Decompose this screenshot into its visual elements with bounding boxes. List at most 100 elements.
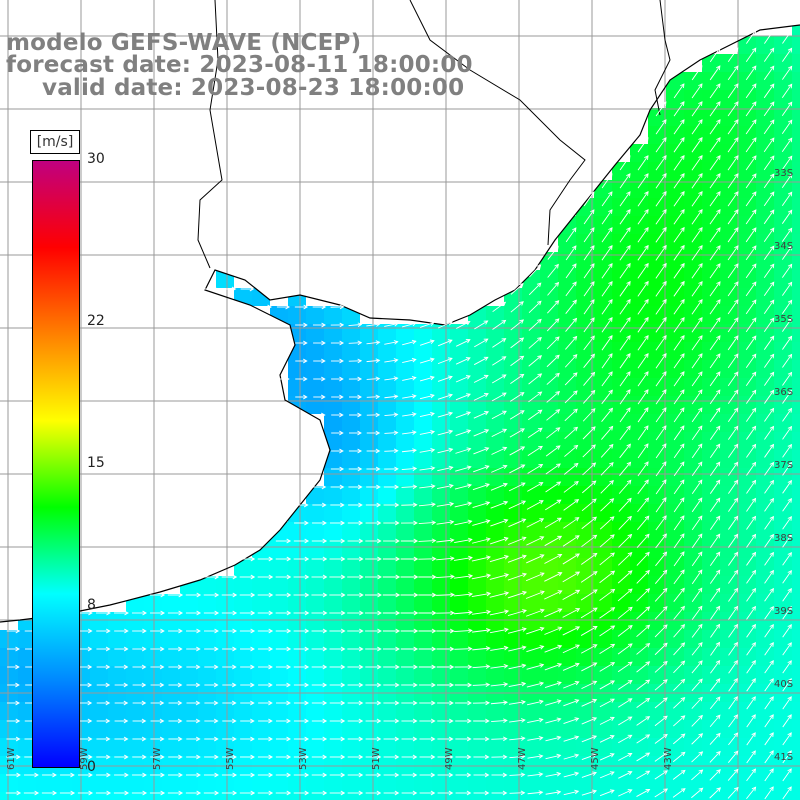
speed-cell — [468, 666, 486, 684]
speed-cell — [666, 234, 684, 252]
wind-arrow — [727, 389, 739, 405]
wind-arrow — [562, 589, 581, 601]
wind-arrow — [132, 718, 147, 724]
speed-cell — [324, 324, 342, 342]
speed-cell — [504, 576, 522, 594]
speed-cell — [450, 486, 468, 504]
speed-cell — [540, 540, 558, 558]
wind-arrow — [419, 448, 436, 453]
speed-cell — [90, 630, 108, 648]
wind-arrow — [600, 498, 615, 512]
wind-arrow — [507, 627, 527, 634]
wind-arrow — [436, 628, 455, 634]
speed-cell — [576, 666, 594, 684]
speed-cell — [774, 522, 792, 540]
wind-arrow — [491, 718, 508, 723]
wind-arrow — [78, 610, 93, 616]
speed-cell — [306, 666, 324, 684]
wind-arrow — [636, 734, 651, 744]
speed-cell — [774, 468, 792, 486]
wind-arrow — [728, 533, 739, 548]
wind-arrow — [746, 569, 757, 584]
wind-arrow — [383, 484, 400, 490]
wind-arrow — [6, 646, 20, 652]
speed-cell — [774, 612, 792, 630]
speed-cell — [756, 486, 774, 504]
speed-cell — [756, 666, 774, 684]
wind-arrow — [655, 533, 667, 549]
speed-cell — [666, 666, 684, 684]
speed-cell — [720, 90, 738, 108]
speed-cell — [756, 126, 774, 144]
speed-cell — [324, 342, 342, 360]
wind-arrow — [782, 515, 792, 530]
wind-arrow — [419, 339, 435, 346]
speed-cell — [630, 756, 648, 774]
speed-cell — [630, 234, 648, 252]
wind-arrow — [672, 788, 686, 798]
wind-arrow — [330, 484, 345, 490]
wind-arrow — [727, 227, 739, 243]
speed-cell — [684, 72, 702, 90]
wind-arrow — [491, 392, 507, 402]
wind-arrow — [382, 610, 401, 616]
speed-cell — [756, 270, 774, 288]
wind-arrow — [673, 137, 685, 153]
wind-arrow — [763, 209, 775, 225]
wind-arrow — [727, 173, 739, 189]
speed-cell — [792, 774, 800, 792]
wind-arrow — [727, 137, 739, 153]
wind-arrow — [453, 573, 473, 579]
wind-arrow — [617, 625, 633, 637]
speed-cell — [288, 612, 306, 630]
speed-cell — [612, 252, 630, 270]
wind-arrow — [186, 754, 201, 760]
speed-cell — [216, 792, 234, 800]
wind-arrow — [745, 47, 757, 63]
wind-arrow — [782, 660, 792, 674]
wind-arrow — [419, 466, 436, 471]
speed-cell — [378, 378, 396, 396]
wind-arrow — [293, 628, 310, 634]
wind-arrow — [764, 425, 775, 440]
wind-arrow — [636, 716, 651, 726]
wind-arrow — [562, 535, 580, 547]
wind-arrow — [149, 790, 166, 796]
wind-arrow — [313, 358, 326, 364]
speed-cell — [720, 198, 738, 216]
wind-arrow — [599, 534, 615, 548]
wind-arrow — [691, 733, 704, 745]
wind-arrow — [454, 483, 472, 490]
wind-arrow — [728, 479, 739, 494]
speed-cell — [630, 252, 648, 270]
wind-arrow — [221, 592, 238, 598]
speed-cell — [540, 774, 558, 792]
speed-cell — [504, 432, 522, 450]
speed-cell — [234, 594, 252, 612]
wind-arrow — [655, 371, 667, 387]
speed-cell — [774, 414, 792, 432]
speed-cell — [684, 144, 702, 162]
wind-arrow — [364, 592, 382, 598]
speed-cell — [702, 72, 720, 90]
speed-cell — [720, 648, 738, 666]
wind-arrow — [473, 356, 489, 366]
speed-cell — [450, 666, 468, 684]
wind-arrow — [239, 646, 255, 652]
wind-arrow — [95, 790, 112, 796]
speed-cell — [558, 720, 576, 738]
speed-cell — [288, 360, 306, 378]
wind-arrow — [746, 660, 756, 674]
speed-cell — [540, 360, 558, 378]
wind-arrow — [240, 736, 255, 742]
speed-cell — [666, 270, 684, 288]
speed-cell — [756, 774, 774, 792]
speed-cell — [558, 450, 576, 468]
speed-cell — [576, 288, 594, 306]
speed-cell — [648, 270, 666, 288]
speed-cell — [720, 576, 738, 594]
speed-cell — [720, 270, 738, 288]
wind-arrow — [221, 628, 238, 634]
speed-cell — [18, 756, 36, 774]
wind-arrow — [637, 334, 649, 351]
